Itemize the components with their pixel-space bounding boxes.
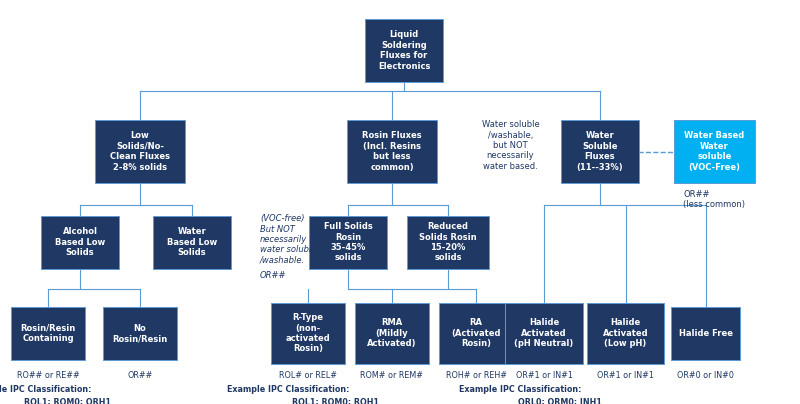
Text: ROM# or REM#: ROM# or REM# — [361, 371, 423, 380]
Text: R-Type
(non-
activated
Rosin): R-Type (non- activated Rosin) — [286, 313, 330, 354]
Text: Low
Solids/No-
Clean Fluxes
2-8% solids: Low Solids/No- Clean Fluxes 2-8% solids — [110, 131, 170, 172]
Text: Halide
Activated
(pH Neutral): Halide Activated (pH Neutral) — [514, 318, 574, 348]
FancyBboxPatch shape — [95, 120, 185, 183]
Text: OR#1 or IN#1: OR#1 or IN#1 — [515, 371, 573, 380]
FancyBboxPatch shape — [439, 303, 513, 364]
Text: Halide
Activated
(Low pH): Halide Activated (Low pH) — [602, 318, 649, 348]
FancyBboxPatch shape — [154, 216, 230, 269]
Text: Example IPC Classification:: Example IPC Classification: — [227, 385, 349, 393]
Text: Liquid
Soldering
Fluxes for
Electronics: Liquid Soldering Fluxes for Electronics — [378, 30, 430, 71]
FancyBboxPatch shape — [42, 216, 119, 269]
FancyBboxPatch shape — [365, 19, 443, 82]
Text: Water
Based Low
Solids: Water Based Low Solids — [167, 227, 217, 257]
Text: Reduced
Solids Rosin
15-20%
solids: Reduced Solids Rosin 15-20% solids — [419, 222, 477, 263]
FancyBboxPatch shape — [271, 303, 345, 364]
Text: ROH# or REH#: ROH# or REH# — [446, 371, 506, 380]
Text: Alcohol
Based Low
Solids: Alcohol Based Low Solids — [55, 227, 105, 257]
Text: OR#1 or IN#1: OR#1 or IN#1 — [597, 371, 654, 380]
Text: Example IPC Classification:: Example IPC Classification: — [0, 385, 91, 393]
Text: Rosin Fluxes
(Incl. Resins
but less
common): Rosin Fluxes (Incl. Resins but less comm… — [362, 131, 422, 172]
Text: Water Based
Water
soluble
(VOC-Free): Water Based Water soluble (VOC-Free) — [684, 131, 745, 172]
FancyBboxPatch shape — [355, 303, 429, 364]
FancyBboxPatch shape — [407, 216, 489, 269]
FancyBboxPatch shape — [309, 216, 387, 269]
Text: Rosin/Resin
Containing: Rosin/Resin Containing — [20, 324, 76, 343]
Text: OR##
(less common): OR## (less common) — [683, 190, 746, 209]
Text: RO## or RE##: RO## or RE## — [17, 371, 79, 380]
Text: ORL0; ORM0; INH1: ORL0; ORM0; INH1 — [518, 397, 602, 404]
FancyBboxPatch shape — [347, 120, 437, 183]
Text: Example IPC Classification:: Example IPC Classification: — [459, 385, 581, 393]
FancyBboxPatch shape — [674, 120, 755, 183]
FancyBboxPatch shape — [562, 120, 638, 183]
FancyBboxPatch shape — [103, 307, 177, 360]
FancyBboxPatch shape — [587, 303, 664, 364]
FancyBboxPatch shape — [506, 303, 583, 364]
Text: RA
(Activated
Rosin): RA (Activated Rosin) — [451, 318, 501, 348]
FancyBboxPatch shape — [11, 307, 85, 360]
Text: OR#0 or IN#0: OR#0 or IN#0 — [677, 371, 734, 380]
Text: ROL1; ROM0; ROH1: ROL1; ROM0; ROH1 — [293, 397, 379, 404]
FancyBboxPatch shape — [671, 307, 741, 360]
Text: Halide Free: Halide Free — [678, 329, 733, 338]
Text: OR##: OR## — [127, 371, 153, 380]
Text: (VOC-free)
But NOT
necessarily
water soluble
/washable.: (VOC-free) But NOT necessarily water sol… — [260, 214, 317, 265]
Text: Water
Soluble
Fluxes
(11--33%): Water Soluble Fluxes (11--33%) — [577, 131, 623, 172]
Text: RMA
(Mildly
Activated): RMA (Mildly Activated) — [367, 318, 417, 348]
Text: ROL1; ROM0; ORH1: ROL1; ROM0; ORH1 — [25, 397, 111, 404]
Text: Full Solids
Rosin
35-45%
solids: Full Solids Rosin 35-45% solids — [324, 222, 372, 263]
Text: OR##: OR## — [260, 271, 286, 280]
Text: No
Rosin/Resin: No Rosin/Resin — [112, 324, 168, 343]
Text: Water soluble
/washable,
but NOT
necessarily
water based.: Water soluble /washable, but NOT necessa… — [482, 120, 539, 171]
Text: ROL# or REL#: ROL# or REL# — [279, 371, 337, 380]
